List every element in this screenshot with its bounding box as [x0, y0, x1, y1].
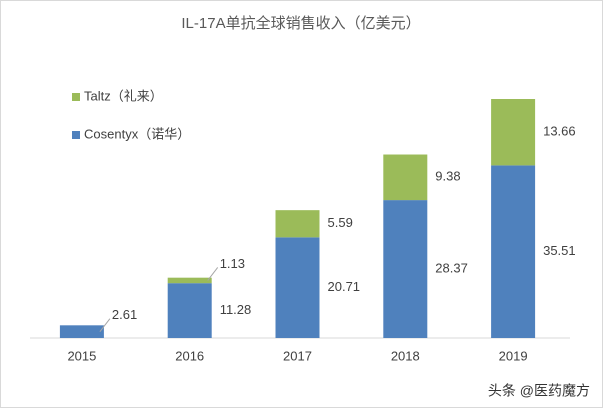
x-tick-label: 2016 — [175, 348, 204, 363]
leader-line — [207, 267, 219, 281]
data-label: 11.28 — [220, 302, 252, 317]
bar-segment — [275, 210, 320, 238]
data-label: 35.51 — [543, 243, 576, 258]
bar-segment — [491, 165, 536, 338]
bar-segment — [491, 99, 536, 166]
x-tick-label: 2018 — [391, 348, 420, 363]
data-label: 9.38 — [435, 169, 460, 184]
data-label: 13.66 — [543, 124, 576, 139]
bar-segment — [167, 283, 212, 338]
legend-swatch — [72, 93, 80, 101]
bar-segment — [383, 154, 428, 201]
data-label: 2.61 — [112, 307, 137, 322]
legend-label: Taltz（礼来） — [84, 88, 163, 103]
data-label: 28.37 — [435, 260, 468, 275]
bar-segment — [59, 325, 104, 338]
data-label: 5.59 — [328, 215, 353, 230]
legend-swatch — [72, 131, 80, 139]
x-tick-label: 2019 — [499, 348, 528, 363]
watermark: 头条 @医药魔方 — [488, 383, 590, 399]
bar-segment — [383, 200, 428, 338]
x-tick-label: 2015 — [67, 348, 96, 363]
bar-segment — [167, 277, 212, 284]
leader-line — [99, 318, 111, 332]
data-label: 1.13 — [220, 256, 245, 271]
data-label: 20.71 — [328, 279, 361, 294]
legend-label: Cosentyx（诺华） — [84, 126, 190, 141]
x-tick-label: 2017 — [283, 348, 312, 363]
bar-segment — [275, 237, 320, 338]
chart-title: IL-17A单抗全球销售收入（亿美元） — [181, 14, 420, 32]
